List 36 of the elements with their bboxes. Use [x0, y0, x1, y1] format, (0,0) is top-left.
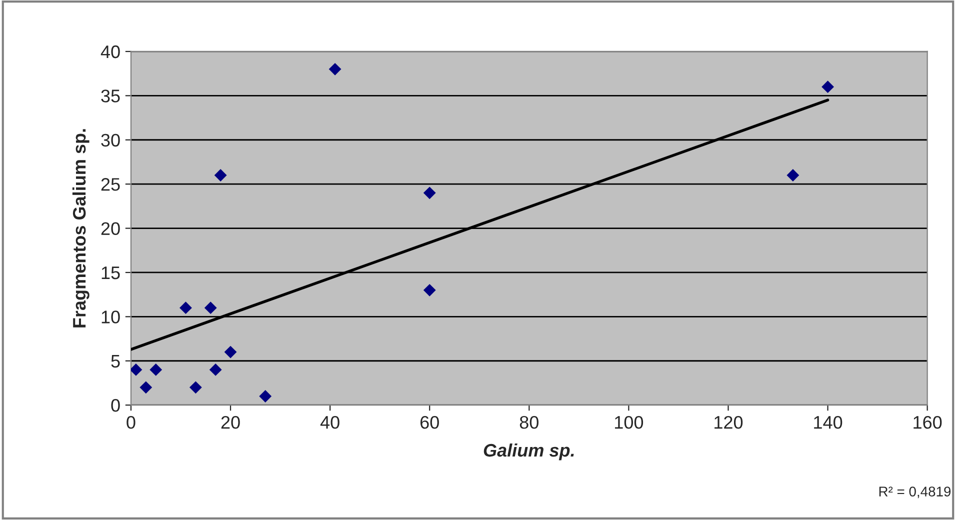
y-tick-label: 10 — [102, 310, 120, 324]
point — [180, 302, 192, 314]
x-tick-label: 40 — [320, 416, 340, 429]
point — [423, 284, 436, 296]
y-tick-label: 5 — [111, 355, 120, 368]
point — [259, 390, 272, 402]
x-tick-label: 0 — [126, 416, 136, 429]
text: R² = 0,4819 — [879, 486, 951, 498]
y-axis-title: Fragmentos Galium sp. — [72, 129, 90, 328]
point — [204, 302, 217, 314]
x-tick-label: 140 — [814, 416, 842, 429]
x-tick-label: 160 — [914, 416, 942, 429]
y-tick-label: 20 — [101, 222, 120, 235]
x-tick-label: 20 — [221, 416, 240, 429]
point — [423, 186, 436, 200]
point — [140, 381, 152, 394]
y-tick-label: 40 — [100, 45, 120, 58]
x-tick-label: 120 — [714, 416, 743, 429]
point — [328, 62, 342, 76]
y-tick-label: 25 — [101, 178, 120, 191]
point — [214, 169, 227, 182]
y-tick-label: 0 — [111, 399, 120, 412]
point — [209, 364, 222, 376]
point — [189, 381, 202, 394]
point — [224, 346, 237, 358]
y-tick-label: 30 — [101, 134, 120, 147]
x-tick-label: 80 — [520, 416, 538, 429]
x-tick-label: 100 — [615, 416, 644, 429]
y-tick-label: 35 — [101, 90, 120, 102]
point — [150, 364, 162, 376]
y-tick-label: 15 — [102, 266, 120, 280]
x-tick-label: 60 — [420, 416, 439, 429]
point — [130, 364, 142, 376]
point — [822, 80, 834, 94]
point — [786, 169, 800, 182]
x-axis-title: Galium sp. — [484, 443, 574, 460]
